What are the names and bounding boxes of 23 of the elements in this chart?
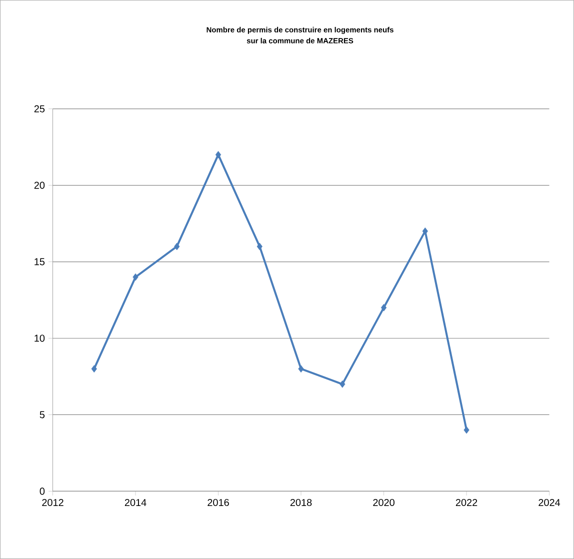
point (422, 227, 428, 235)
y-tick-label: 25 (34, 105, 45, 112)
x-tick-label: 2020 (373, 499, 394, 506)
point (215, 151, 222, 158)
x-tick-label: 2016 (208, 499, 229, 506)
x-tick-label: 2018 (290, 499, 312, 506)
point (91, 365, 97, 373)
point (380, 304, 387, 312)
y-tick-label: 15 (34, 258, 45, 266)
x-tick-label: 2012 (42, 499, 64, 506)
point (340, 380, 346, 388)
point (174, 242, 180, 250)
x-tick-label: 2014 (124, 499, 146, 506)
x-tick-label: 2022 (456, 499, 478, 506)
x-tick-label: 2024 (538, 499, 560, 506)
y-tick-label: 0 (40, 488, 45, 495)
y-tick-label: 10 (34, 334, 45, 342)
point (256, 242, 262, 250)
point (298, 365, 304, 373)
point (132, 273, 138, 281)
y-tick-label: 5 (40, 411, 45, 418)
y-tick-label: 20 (34, 182, 45, 189)
point (464, 426, 470, 434)
